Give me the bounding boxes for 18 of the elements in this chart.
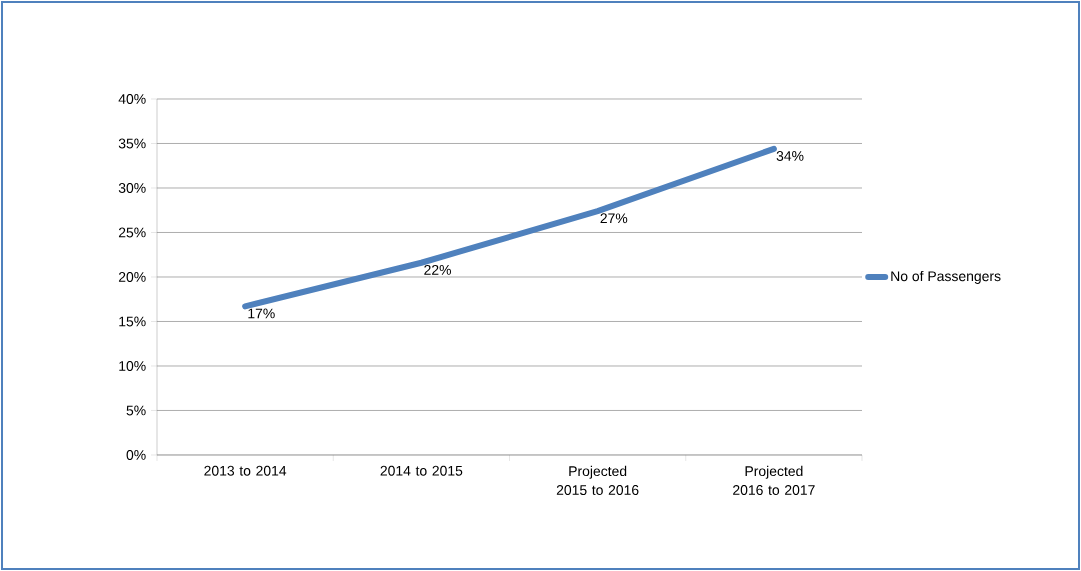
data-label: 34% [776, 151, 804, 161]
x-tick-label: Projected 2016 to 2017 [733, 465, 815, 496]
legend-label: No of Passengers [891, 270, 1001, 284]
y-tick-label: 0% [126, 450, 146, 460]
x-tick-label: 2014 to 2015 [380, 465, 463, 476]
y-tick-label: 5% [126, 405, 146, 416]
data-label: 22% [424, 264, 451, 275]
y-tick-label: 10% [119, 361, 146, 371]
y-tick-label: 20% [118, 272, 146, 282]
x-tick-label: Projected 2015 to 2016 [556, 465, 639, 496]
y-tick-label: 40% [118, 94, 146, 104]
y-tick-label: 35% [118, 138, 146, 149]
y-tick-label: 25% [118, 227, 146, 238]
y-tick-label: 30% [118, 183, 146, 193]
data-label: 27% [600, 213, 628, 224]
x-tick-label: 2013 to 2014 [204, 465, 287, 476]
y-tick-label: 15% [119, 316, 146, 327]
data-label: 17% [248, 308, 275, 319]
